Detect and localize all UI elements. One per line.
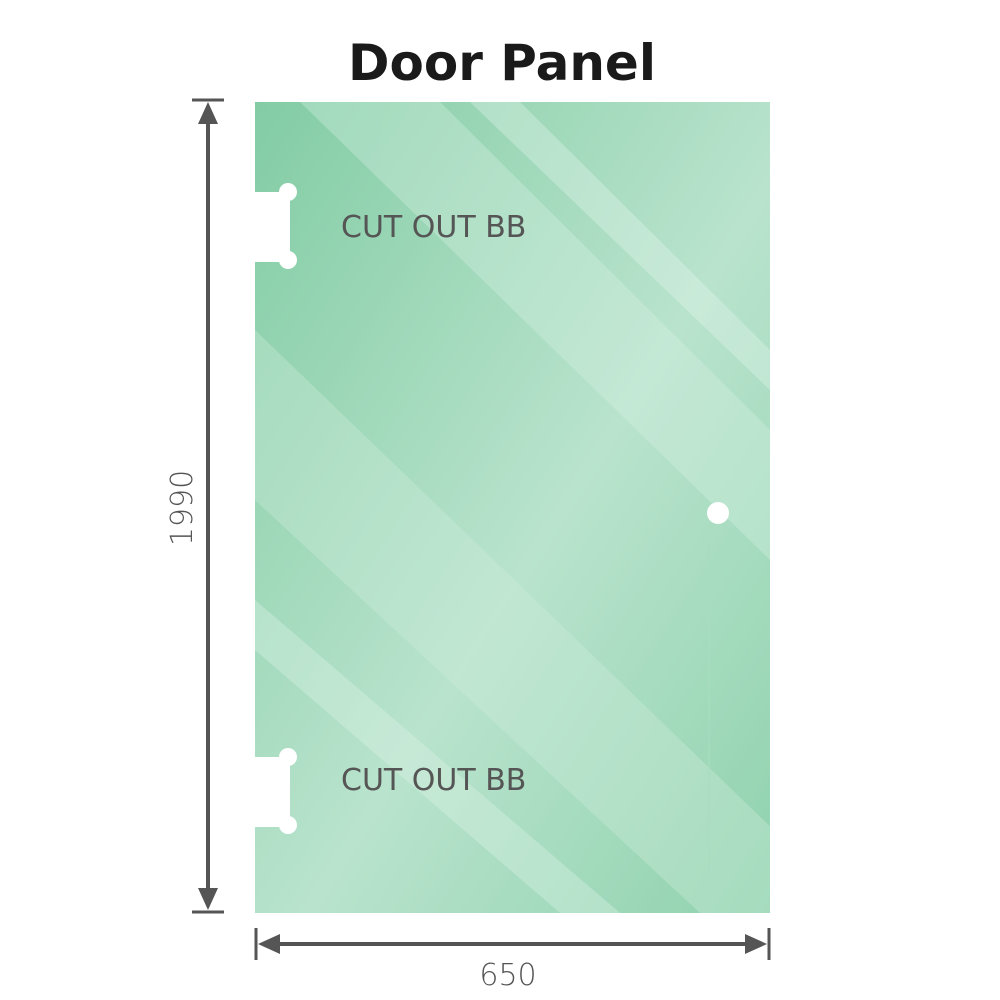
cutout-label-top: CUT OUT BB: [341, 210, 526, 245]
handle-hole: [707, 502, 729, 524]
cutout-label-bottom: CUT OUT BB: [341, 763, 526, 798]
width-dimension: [254, 928, 771, 960]
height-label: 1990: [165, 470, 200, 546]
width-label: 650: [479, 958, 536, 993]
glass-reflections: [255, 102, 770, 913]
cutout-top: [250, 183, 297, 269]
cutout-bottom: [250, 748, 297, 834]
height-dimension: [192, 98, 224, 914]
diagram-title: Door Panel: [348, 34, 656, 92]
glass-panel: [255, 102, 770, 913]
